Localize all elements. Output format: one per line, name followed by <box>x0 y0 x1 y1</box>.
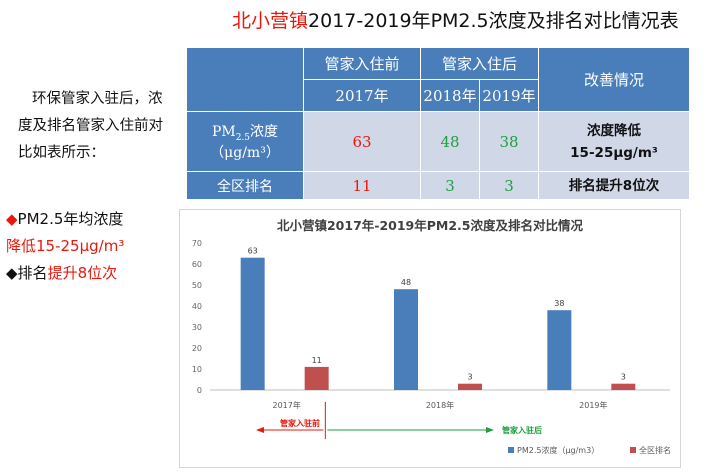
rank-bar <box>611 383 636 390</box>
pm-label-tail: 浓度 <box>250 123 279 140</box>
bullet-pm-line2: 降低15-25μg/m³ <box>6 237 125 255</box>
title-rest: 2017-2019年PM2.5浓度及排名对比情况表 <box>308 10 679 32</box>
red-diamond-icon: ◆ <box>6 210 18 228</box>
pm-bar <box>240 257 265 390</box>
chart-container: 北小营镇2017年-2019年PM2.5浓度及排名对比情况 0 10 20 30 40 50… <box>179 209 681 468</box>
data-label: 3 <box>621 373 626 382</box>
bullet-rank: ◆排名提升8位次 <box>6 260 124 287</box>
pm-improve-cell: 浓度降低 15-25μg/m³ <box>538 111 690 172</box>
pm-2018-value: 48 <box>420 111 480 172</box>
black-diamond-icon: ◆ <box>6 264 18 282</box>
x-tick-label: 2018年 <box>426 400 454 410</box>
data-label: 48 <box>401 278 411 287</box>
header-after: 管家入住后 <box>420 47 539 80</box>
data-label: 3 <box>467 373 472 382</box>
header-improve: 改善情况 <box>538 47 690 112</box>
rank-2018-value: 3 <box>420 171 480 200</box>
data-label: 63 <box>248 247 258 256</box>
x-tick-label: 2017年 <box>272 400 300 410</box>
y-tick-label: 20 <box>192 344 202 353</box>
arrow-right-icon <box>486 427 494 433</box>
rank-2019-value: 3 <box>479 171 539 200</box>
pm-bar <box>394 289 418 390</box>
y-tick-label: 70 <box>192 239 202 248</box>
data-label: 38 <box>554 299 564 308</box>
pm-label-unit: （μg/m³） <box>210 145 280 162</box>
arrow-left-icon <box>256 427 264 433</box>
title-town: 北小营镇 <box>232 10 309 32</box>
pm-bar <box>547 310 572 390</box>
header-year-2018: 2018年 <box>420 79 480 112</box>
pm-2017-value: 63 <box>303 111 421 172</box>
legend-label-rank: 全区排名 <box>639 445 671 455</box>
annotation-before: 管家入驻前 <box>280 418 320 428</box>
pm-2019-value: 38 <box>479 111 539 172</box>
row-label-pm: PM2.5浓度 （μg/m³） <box>186 111 304 172</box>
header-before: 管家入住前 <box>303 47 421 80</box>
comparison-table: 管家入住前 管家入住后 改善情况 2017年 2018年 2019年 PM2.5… <box>186 47 690 200</box>
legend-swatch-pm <box>508 447 514 453</box>
bullet-pm-line1: PM2.5年均浓度 <box>17 210 124 228</box>
y-tick-label: 60 <box>192 260 202 269</box>
pm-label-sub: 2.5 <box>235 132 251 143</box>
bullet-rank-prefix: 排名 <box>17 264 48 282</box>
header-year-2019: 2019年 <box>479 79 539 112</box>
table-corner <box>186 47 304 112</box>
bar-chart: 北小营镇2017年-2019年PM2.5浓度及排名对比情况 0 10 20 30 40 50… <box>192 218 671 455</box>
annotation-after: 管家入驻后 <box>502 425 542 435</box>
data-label: 11 <box>312 356 322 365</box>
row-label-rank: 全区排名 <box>186 171 304 200</box>
page-title: 北小营镇2017-2019年PM2.5浓度及排名对比情况表 <box>232 6 679 33</box>
legend-swatch-rank <box>630 447 636 453</box>
rank-improve-cell: 排名提升8位次 <box>538 171 690 200</box>
rank-bar <box>304 366 329 390</box>
y-tick-label: 10 <box>192 365 202 374</box>
chart-title: 北小营镇2017年-2019年PM2.5浓度及排名对比情况 <box>277 218 584 233</box>
pm-improve-line1: 浓度降低 <box>587 122 641 139</box>
y-tick-label: 0 <box>197 386 202 395</box>
y-tick-label: 40 <box>192 302 202 311</box>
bullet-rank-highlight: 提升8位次 <box>47 264 118 282</box>
y-tick-label: 50 <box>192 281 202 290</box>
y-tick-label: 30 <box>192 323 202 332</box>
intro-text: 环保管家入驻后，浓度及排名管家入住前对比如表所示： <box>18 91 163 161</box>
header-year-2017: 2017年 <box>303 79 421 112</box>
legend-label-pm: PM2.5浓度（μg/m3） <box>517 445 599 455</box>
bullet-pm: ◆PM2.5年均浓度 <box>6 206 124 233</box>
pm-label-main: PM <box>211 123 236 140</box>
bullet-list: ◆PM2.5年均浓度 降低15-25μg/m³ ◆排名提升8位次 <box>6 206 124 287</box>
rank-bar <box>458 383 482 390</box>
rank-2017-value: 11 <box>303 171 421 200</box>
pm-improve-line2: 15-25μg/m³ <box>570 144 658 161</box>
x-tick-label: 2019年 <box>579 400 607 410</box>
